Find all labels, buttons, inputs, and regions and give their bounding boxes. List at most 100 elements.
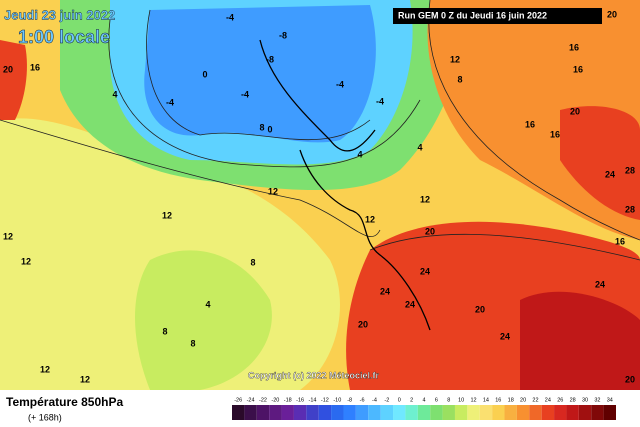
contour-label: 12 xyxy=(80,374,90,384)
contour-label: 4 xyxy=(417,142,422,152)
scale-tick-label: 4 xyxy=(422,397,425,403)
scale-swatch xyxy=(504,405,517,420)
contour-line xyxy=(428,0,640,241)
footer-lead: (+ 168h) xyxy=(28,412,62,422)
contour-label: 12 xyxy=(21,256,31,266)
scale-tick-label: -14 xyxy=(309,397,317,403)
scale-swatch xyxy=(269,405,282,420)
contour-label: 4 xyxy=(205,299,210,309)
contour-label: -8 xyxy=(279,30,287,40)
contour-line xyxy=(146,9,371,141)
scale-swatch xyxy=(293,405,307,420)
scale-tick-label: -10 xyxy=(333,397,341,403)
scale-swatch xyxy=(529,405,542,420)
contour-label: 24 xyxy=(405,299,415,309)
scale-swatch xyxy=(479,405,493,420)
contour-label: 20 xyxy=(475,304,485,314)
contour-label: 20 xyxy=(3,64,13,74)
scale-swatch xyxy=(454,405,468,420)
scale-swatch xyxy=(244,405,257,420)
contour-label: 24 xyxy=(420,266,430,276)
contour-label: -4 xyxy=(241,89,249,99)
scale-swatch xyxy=(318,405,332,420)
contour-label: 12 xyxy=(450,54,460,64)
run-info: Run GEM 0 Z du Jeudi 16 juin 2022 xyxy=(398,10,547,20)
contour-label: 8 xyxy=(457,74,462,84)
scale-tick-label: 26 xyxy=(557,397,563,403)
coastlines xyxy=(259,39,431,331)
contour-label: 20 xyxy=(358,319,368,329)
scale-tick-label: 14 xyxy=(483,397,489,403)
contour-label: 8 xyxy=(259,122,264,132)
very-hot-zone xyxy=(520,291,640,390)
scale-tick-label: 8 xyxy=(447,397,450,403)
scale-tick-label: 34 xyxy=(607,397,613,403)
scale-swatch xyxy=(393,405,406,420)
very-cold-zone xyxy=(144,5,376,143)
scale-swatch xyxy=(368,405,381,420)
scale-swatch xyxy=(442,405,455,420)
contour-label: 8 xyxy=(250,257,255,267)
cool-zone xyxy=(135,250,272,390)
contour-label: 0 xyxy=(267,124,272,134)
hot-zone xyxy=(560,106,640,220)
contour-label: 24 xyxy=(380,286,390,296)
scale-swatch xyxy=(232,405,245,420)
contour-label: 12 xyxy=(3,231,13,241)
scale-swatch xyxy=(281,405,294,420)
contour-label: -4 xyxy=(226,12,234,22)
contour-label: 24 xyxy=(595,279,605,289)
copyright: Copyright (c) 2022 Méteociel.fr xyxy=(248,370,380,380)
scale-tick-label: 32 xyxy=(594,397,600,403)
contour-line xyxy=(369,233,640,261)
scale-swatch xyxy=(430,405,443,420)
scale-swatch xyxy=(331,405,344,420)
scale-swatch xyxy=(256,405,270,420)
scale-swatch xyxy=(554,405,567,420)
scale-tick-label: 24 xyxy=(545,397,551,403)
map-time: 1:00 locale xyxy=(18,27,110,47)
contour-label: 16 xyxy=(569,42,579,52)
scale-tick-label: 6 xyxy=(435,397,438,403)
contour-label: 16 xyxy=(30,62,40,72)
scale-swatch xyxy=(541,405,555,420)
scale-swatch xyxy=(578,405,592,420)
scale-tick-label: 2 xyxy=(410,397,413,403)
scale-swatch xyxy=(380,405,394,420)
scale-tick-label: -22 xyxy=(259,397,267,403)
contour-label: 4 xyxy=(112,89,117,99)
contour-label: 24 xyxy=(500,331,510,341)
scale-tick-label: 22 xyxy=(532,397,538,403)
scale-swatch xyxy=(467,405,480,420)
contours xyxy=(0,0,640,261)
contour-line xyxy=(0,119,381,237)
scale-tick-label: -8 xyxy=(347,397,352,403)
contour-label: -4 xyxy=(336,79,344,89)
scale-tick-label: 28 xyxy=(570,397,576,403)
contour-label: 12 xyxy=(162,210,172,220)
scale-swatch xyxy=(492,405,505,420)
contour-label: 16 xyxy=(615,236,625,246)
contour-label: 4 xyxy=(357,149,362,159)
scale-swatch xyxy=(603,405,616,420)
scale-tick-label: 10 xyxy=(458,397,464,403)
contour-label: 0 xyxy=(202,69,207,79)
scale-swatch xyxy=(591,405,604,420)
contour-label: -8 xyxy=(266,54,274,64)
coastline xyxy=(259,39,376,152)
contour-label: 24 xyxy=(605,169,615,179)
scale-swatch xyxy=(306,405,319,420)
contour-label: -4 xyxy=(376,96,384,106)
contour-label: 8 xyxy=(190,338,195,348)
scale-tick-label: -4 xyxy=(372,397,377,403)
scale-tick-label: 0 xyxy=(398,397,401,403)
contour-label: 12 xyxy=(420,194,430,204)
contour-label: 16 xyxy=(525,119,535,129)
scale-swatch xyxy=(355,405,369,420)
scale-tick-label: 12 xyxy=(470,397,476,403)
scale-tick-label: -2 xyxy=(384,397,389,403)
contour-label: 20 xyxy=(570,106,580,116)
scale-tick-label: -26 xyxy=(234,397,242,403)
scale-swatch xyxy=(405,405,418,420)
